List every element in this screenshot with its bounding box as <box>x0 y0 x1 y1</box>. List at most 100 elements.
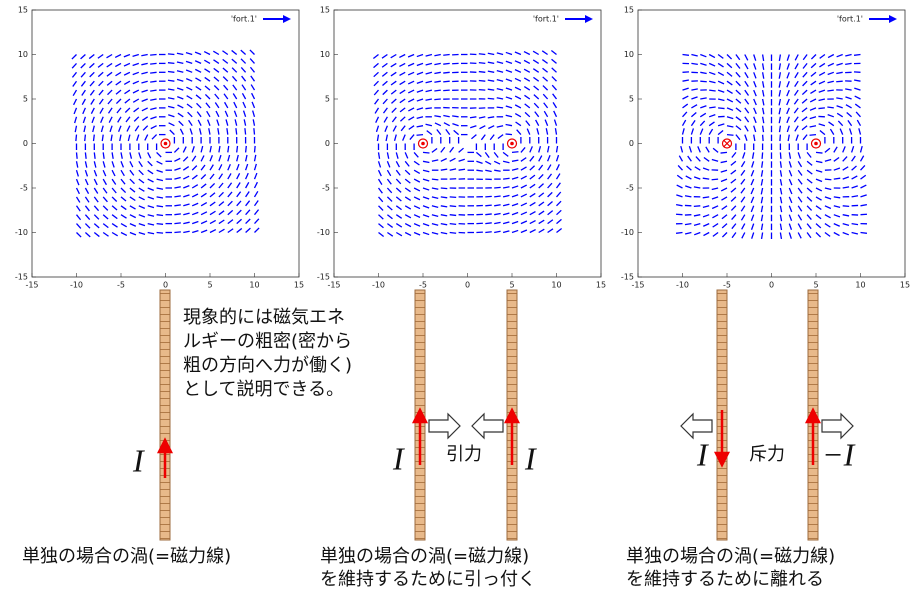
vector <box>133 81 139 84</box>
vector <box>854 55 860 56</box>
vector <box>727 55 732 60</box>
x-tick-label: -15 <box>25 281 38 290</box>
vector <box>246 146 247 152</box>
current-label: I <box>392 440 405 476</box>
vector <box>444 123 450 126</box>
vector <box>703 197 709 198</box>
vector <box>780 206 781 212</box>
vector <box>232 50 237 54</box>
vector <box>139 152 141 158</box>
vector <box>798 197 802 202</box>
vector <box>148 215 154 217</box>
vector <box>530 184 535 188</box>
vector <box>234 102 237 108</box>
vector <box>485 170 491 171</box>
current-label: −I <box>822 436 856 472</box>
vector <box>434 99 440 100</box>
vector <box>779 81 780 87</box>
vector <box>745 135 747 141</box>
vector <box>485 232 491 233</box>
vector <box>186 70 192 72</box>
vector <box>241 50 246 54</box>
vector <box>527 129 530 135</box>
vector <box>410 135 414 140</box>
vector <box>506 97 512 99</box>
vector <box>754 126 756 132</box>
vector <box>179 121 184 126</box>
wire <box>160 290 170 540</box>
vector <box>214 86 219 91</box>
vector <box>148 161 153 166</box>
vector <box>174 178 180 180</box>
vector <box>676 233 682 234</box>
vector <box>819 99 825 100</box>
vector <box>426 99 432 100</box>
vector <box>77 224 81 229</box>
vector <box>103 188 107 193</box>
vector <box>506 125 512 126</box>
vector <box>691 105 697 108</box>
y-tick-label: 15 <box>624 6 634 15</box>
vector <box>691 128 693 134</box>
vector <box>121 170 124 176</box>
vector <box>76 135 77 141</box>
vector <box>400 90 405 93</box>
vector <box>170 130 175 135</box>
caption: を維持するために離れる <box>626 569 824 590</box>
vector <box>148 197 154 199</box>
vector <box>441 169 447 170</box>
vector <box>861 156 864 162</box>
vector <box>543 68 548 72</box>
vector <box>816 161 822 162</box>
vector <box>255 228 260 233</box>
vector <box>90 90 94 95</box>
vector <box>210 165 213 171</box>
vector <box>803 72 807 77</box>
vector <box>205 86 210 90</box>
vector <box>192 166 197 171</box>
vector <box>192 203 198 206</box>
vector <box>236 128 237 134</box>
vector <box>515 87 521 90</box>
vector <box>391 63 397 66</box>
vector <box>731 170 736 174</box>
vector <box>168 54 174 55</box>
vector <box>133 99 139 102</box>
vector <box>376 126 378 132</box>
legend-label: 'fort.1' <box>837 15 863 24</box>
vector <box>494 214 500 215</box>
vector <box>843 167 849 170</box>
vector <box>383 108 387 113</box>
vector <box>512 230 518 232</box>
vector <box>807 170 812 174</box>
vector <box>741 161 744 167</box>
vector <box>387 170 390 176</box>
vector <box>722 215 727 219</box>
vector <box>525 104 530 108</box>
vector <box>177 79 183 81</box>
vector <box>718 108 724 109</box>
vector <box>130 152 132 158</box>
vector <box>237 182 240 188</box>
vector <box>789 170 791 176</box>
y-tick-label: 5 <box>325 95 330 104</box>
vector <box>787 90 790 96</box>
vector <box>432 188 438 189</box>
vector <box>741 179 745 184</box>
vector <box>533 51 539 54</box>
vector <box>450 233 456 234</box>
vector <box>405 170 410 174</box>
vector <box>754 117 756 123</box>
vector <box>183 176 189 179</box>
vector <box>441 159 447 162</box>
vector <box>515 96 521 99</box>
vector <box>192 212 198 214</box>
vector <box>798 179 802 184</box>
vector <box>836 63 842 65</box>
vector <box>828 115 834 117</box>
caption: 単独の場合の渦(=磁力線) <box>22 546 231 567</box>
vector <box>539 146 541 152</box>
vector <box>94 224 99 228</box>
vector <box>490 135 494 140</box>
vector <box>452 116 458 117</box>
